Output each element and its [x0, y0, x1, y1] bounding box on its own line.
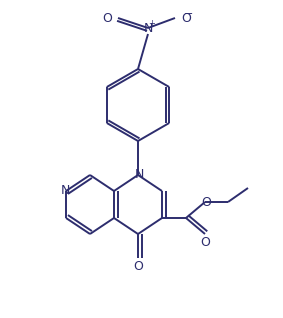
Text: +: + [149, 18, 155, 27]
Text: −: − [184, 9, 194, 19]
Text: O: O [200, 236, 210, 248]
Text: O: O [201, 196, 211, 209]
Text: N: N [134, 169, 144, 182]
Text: O: O [181, 11, 191, 24]
Text: O: O [102, 11, 112, 24]
Text: O: O [133, 259, 143, 273]
Text: N: N [60, 184, 70, 197]
Text: N: N [143, 22, 153, 34]
